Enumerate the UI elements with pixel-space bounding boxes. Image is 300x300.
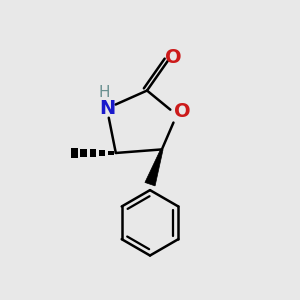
Polygon shape [71,148,78,158]
Text: H: H [99,85,110,100]
Polygon shape [90,149,96,157]
Text: O: O [174,102,190,121]
Text: O: O [166,48,182,68]
Text: N: N [99,99,115,118]
Polygon shape [99,150,105,156]
Polygon shape [80,149,87,157]
Polygon shape [145,149,163,186]
Polygon shape [108,151,114,155]
